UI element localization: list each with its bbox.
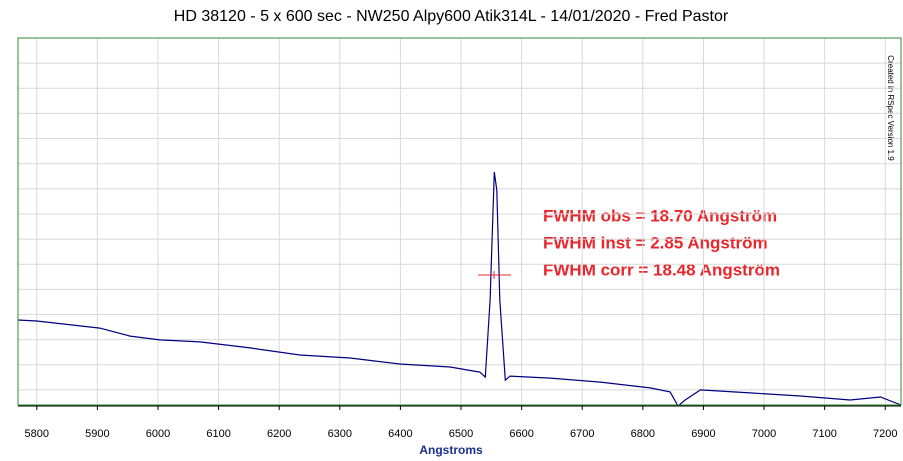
- chart-title: HD 38120 - 5 x 600 sec - NW250 Alpy600 A…: [174, 8, 729, 25]
- x-tick-label: 6400: [388, 428, 412, 440]
- x-tick-label: 6500: [449, 428, 473, 440]
- x-tick-label: 7200: [873, 428, 897, 440]
- x-tick-label: 6300: [328, 428, 352, 440]
- x-tick-label: 6200: [267, 428, 291, 440]
- spectrum-line: [17, 171, 902, 407]
- x-tick-label: 6600: [509, 428, 533, 440]
- x-tick-label: 6800: [631, 428, 655, 440]
- x-tick-label: 5900: [85, 428, 109, 440]
- x-tick-label: 7100: [812, 428, 836, 440]
- annotation: FWHM inst = 2.85 Angström: [543, 233, 768, 252]
- x-tick-label: 6100: [206, 428, 230, 440]
- x-axis-label: Angstroms: [419, 443, 483, 457]
- x-tick-label: 6700: [570, 428, 594, 440]
- x-tick-label: 7000: [752, 428, 776, 440]
- x-tick-label: 6000: [146, 428, 170, 440]
- x-tick-label: 5800: [25, 428, 49, 440]
- annotation: FWHM obs = 18.70 Angström: [543, 206, 777, 225]
- plot-frame: [17, 37, 902, 406]
- annotations: FWHM obs = 18.70 Angström FWHM inst = 2.…: [543, 206, 780, 279]
- credit: Created in RSpec Version 1.9: [886, 55, 895, 161]
- annotation: FWHM corr = 18.48 Angström: [543, 260, 780, 279]
- x-tick-label: 6900: [691, 428, 715, 440]
